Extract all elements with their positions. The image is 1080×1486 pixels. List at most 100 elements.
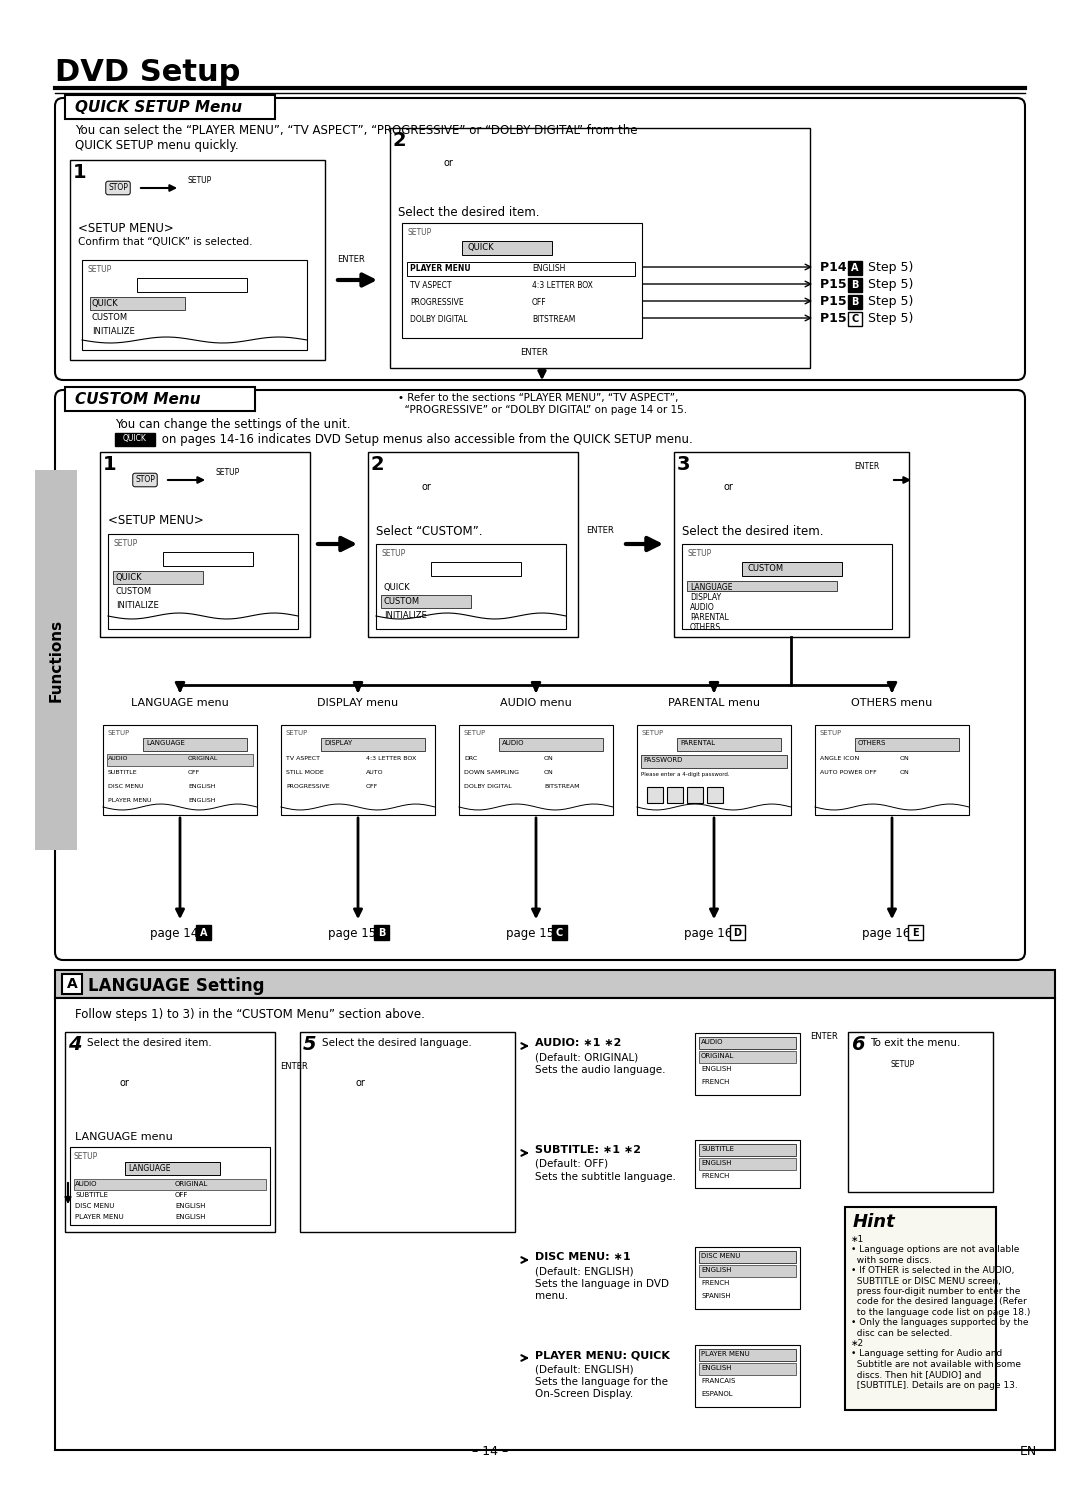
Bar <box>368 452 578 637</box>
Text: EN: EN <box>1020 1444 1037 1458</box>
Bar <box>281 725 435 814</box>
Circle shape <box>348 263 362 276</box>
Bar <box>55 970 1055 999</box>
Bar <box>699 1158 796 1169</box>
Text: ENGLISH: ENGLISH <box>188 785 216 789</box>
Text: PLAYER MENU: PLAYER MENU <box>75 1214 124 1220</box>
Text: 4:3 LETTER BOX: 4:3 LETTER BOX <box>366 756 416 761</box>
Text: ENTER: ENTER <box>519 348 548 357</box>
Text: D: D <box>733 927 742 938</box>
Text: QUICK SETUP Menu: QUICK SETUP Menu <box>75 100 242 114</box>
Bar <box>681 544 892 629</box>
Bar <box>696 1033 800 1095</box>
Text: DISC MENU: DISC MENU <box>701 1253 741 1259</box>
Circle shape <box>870 473 885 487</box>
Bar <box>431 562 521 577</box>
Bar <box>730 924 745 941</box>
Text: ∗1
• Language options are not available
  with some discs.
• If OTHER is selecte: ∗1 • Language options are not available … <box>851 1235 1030 1389</box>
Bar <box>103 725 257 814</box>
Text: (Default: ENGLISH): (Default: ENGLISH) <box>535 1364 634 1375</box>
Text: B: B <box>851 297 859 308</box>
Circle shape <box>867 470 887 490</box>
Bar <box>699 1051 796 1062</box>
Text: Select the desired item.: Select the desired item. <box>681 525 824 538</box>
Text: C: C <box>556 927 563 938</box>
Text: OTHERS: OTHERS <box>690 623 721 632</box>
Text: ANGLE ICON: ANGLE ICON <box>820 756 860 761</box>
Text: E: E <box>913 927 919 938</box>
Text: LANGUAGE: LANGUAGE <box>129 1164 171 1172</box>
Text: OFF: OFF <box>188 770 200 776</box>
Circle shape <box>93 1062 113 1082</box>
Text: or: or <box>443 158 453 168</box>
Text: INITIALIZE: INITIALIZE <box>384 611 427 620</box>
Text: page 14: page 14 <box>150 927 202 941</box>
Bar <box>642 755 787 768</box>
Bar <box>70 160 325 360</box>
Circle shape <box>399 499 414 516</box>
Text: QUICK: QUICK <box>123 434 147 443</box>
Text: LANGUAGE menu: LANGUAGE menu <box>131 698 229 707</box>
Text: PARENTAL: PARENTAL <box>690 614 729 623</box>
Text: AUDIO menu: AUDIO menu <box>500 698 572 707</box>
Text: AUDIO: AUDIO <box>75 1181 97 1187</box>
Text: ON: ON <box>544 770 554 776</box>
Bar <box>65 95 275 119</box>
Text: PASSWORD: PASSWORD <box>643 756 683 762</box>
Text: INITIALIZE: INITIALIZE <box>92 327 135 336</box>
Circle shape <box>188 184 212 208</box>
Text: SETUP: SETUP <box>687 548 712 559</box>
Bar <box>699 1144 796 1156</box>
Text: SETUP: SETUP <box>75 1152 98 1161</box>
Text: CUSTOM Menu: CUSTOM Menu <box>75 392 201 407</box>
Text: P14: P14 <box>820 262 851 273</box>
Text: FRANCAIS: FRANCAIS <box>701 1378 735 1383</box>
Text: BITSTREAM: BITSTREAM <box>544 785 580 789</box>
Text: SETUP: SETUP <box>285 730 307 736</box>
Circle shape <box>701 473 717 487</box>
Bar <box>855 739 959 750</box>
Text: ENTER: ENTER <box>280 1062 308 1071</box>
Text: SETUP: SETUP <box>188 175 212 184</box>
Text: ON: ON <box>900 770 909 776</box>
Text: or: or <box>421 481 431 492</box>
Text: Follow steps 1) to 3) in the “CUSTOM Menu” section above.: Follow steps 1) to 3) in the “CUSTOM Men… <box>75 1008 424 1021</box>
Text: C: C <box>851 314 859 324</box>
Text: You can select the “PLAYER MENU”, “TV ASPECT”, “PROGRESSIVE” or “DOLBY DIGITAL” : You can select the “PLAYER MENU”, “TV AS… <box>75 123 637 152</box>
Bar <box>699 1349 796 1361</box>
Text: B: B <box>378 927 386 938</box>
Text: Sets the subtitle language.: Sets the subtitle language. <box>535 1172 676 1181</box>
Text: OTHERS: OTHERS <box>858 740 887 746</box>
Bar <box>407 262 635 276</box>
Circle shape <box>420 175 436 192</box>
Bar <box>848 312 862 325</box>
Bar <box>687 788 703 802</box>
Text: SETUP: SETUP <box>819 730 841 736</box>
Text: ORIGINAL: ORIGINAL <box>175 1181 208 1187</box>
Circle shape <box>535 354 549 367</box>
Text: FRENCH: FRENCH <box>701 1079 729 1085</box>
Text: ORIGINAL: ORIGINAL <box>188 756 218 761</box>
Text: CUSTOM: CUSTOM <box>92 314 129 322</box>
Circle shape <box>416 144 440 168</box>
Text: LANGUAGE menu: LANGUAGE menu <box>75 1132 173 1143</box>
Circle shape <box>192 189 208 204</box>
Text: B: B <box>851 279 859 290</box>
Circle shape <box>328 1094 348 1114</box>
Text: ENTER: ENTER <box>337 256 365 265</box>
Text: SUBTITLE: SUBTITLE <box>108 770 137 776</box>
Text: Step 5): Step 5) <box>864 278 914 291</box>
Text: SETUP: SETUP <box>216 468 240 477</box>
Text: 2: 2 <box>372 455 384 474</box>
Circle shape <box>697 495 721 519</box>
Text: ENGLISH: ENGLISH <box>701 1161 731 1167</box>
Text: SETUP: SETUP <box>381 548 405 559</box>
Circle shape <box>324 1058 352 1086</box>
Text: To exit the menu.: To exit the menu. <box>870 1039 960 1048</box>
Text: Please enter a 4-digit password.: Please enter a 4-digit password. <box>642 773 730 777</box>
Text: LANGUAGE: LANGUAGE <box>690 583 732 591</box>
Bar <box>82 260 307 351</box>
Text: SUBTITLE: SUBTITLE <box>701 1146 734 1152</box>
Bar <box>845 1207 996 1410</box>
Circle shape <box>416 171 440 195</box>
